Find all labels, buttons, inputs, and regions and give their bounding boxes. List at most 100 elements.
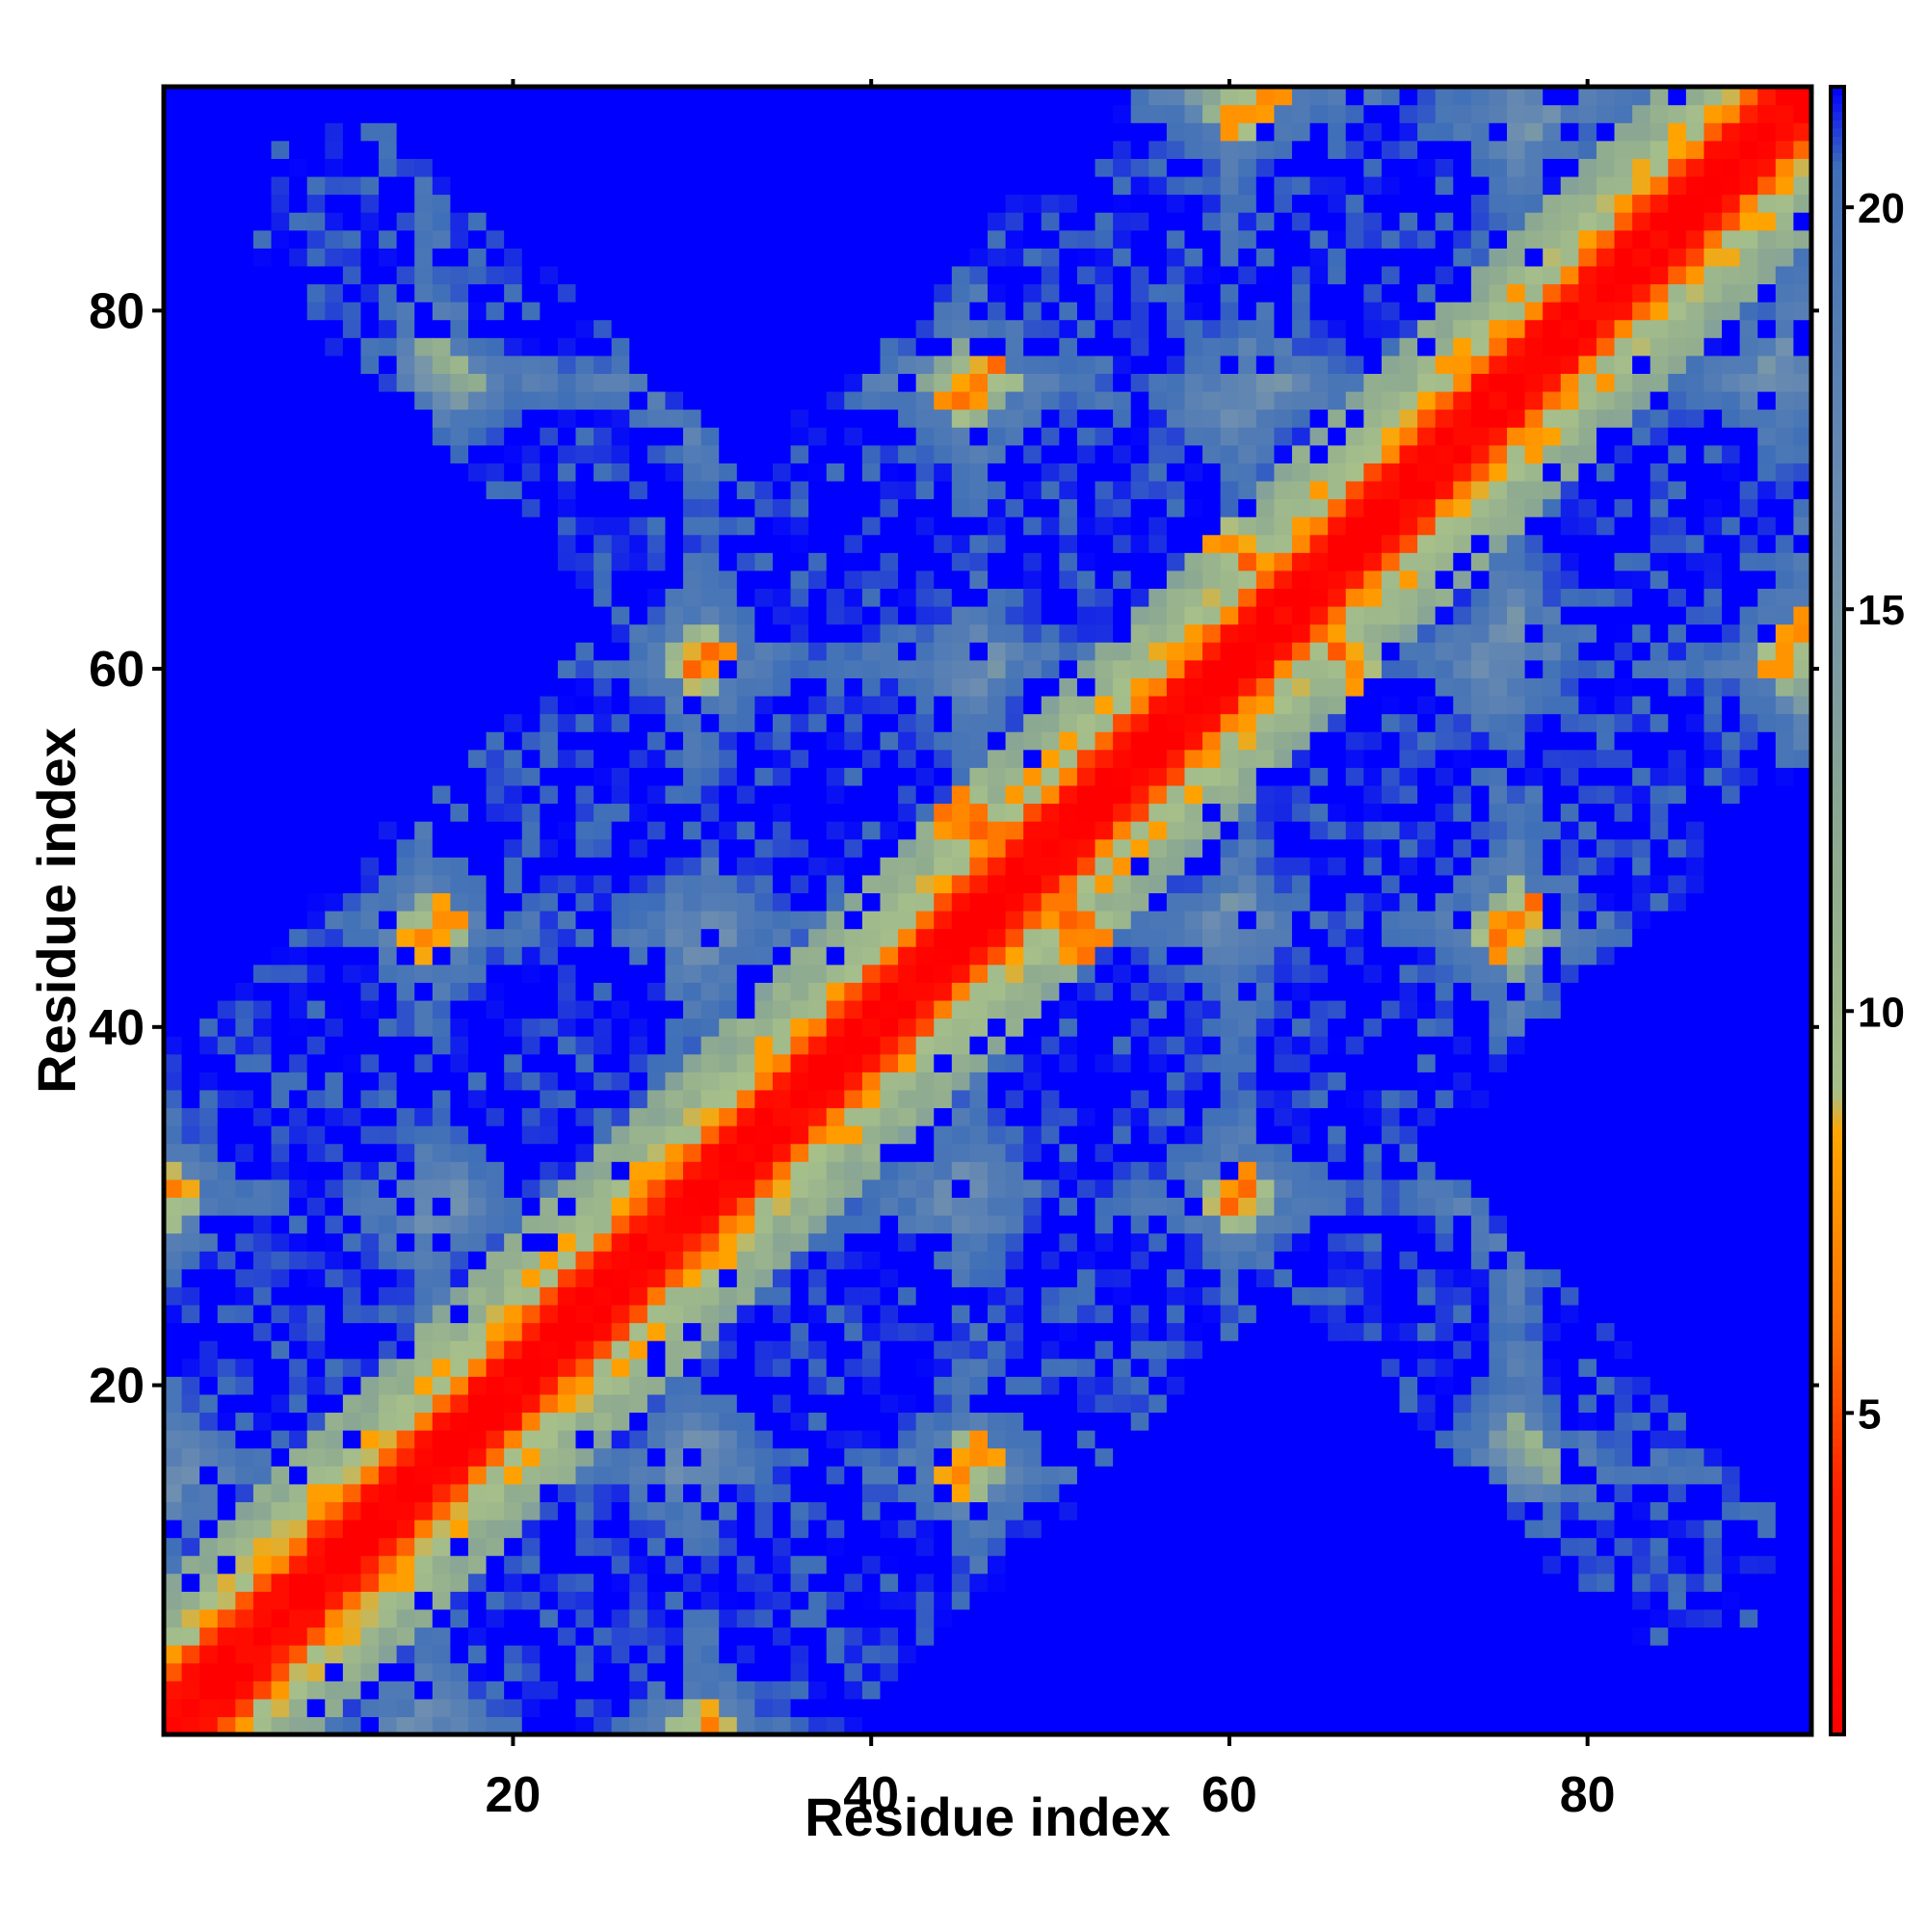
heatmap-cell <box>342 463 362 482</box>
heatmap-cell <box>1113 1591 1132 1610</box>
heatmap-cell <box>379 588 398 607</box>
heatmap-cell <box>396 480 415 500</box>
heatmap-cell <box>432 1161 451 1180</box>
heatmap-cell <box>575 355 594 374</box>
heatmap-cell <box>880 784 899 805</box>
heatmap-cell <box>164 874 183 894</box>
heatmap-cell <box>181 911 200 930</box>
heatmap-cell <box>736 1268 755 1287</box>
heatmap-cell <box>1059 1232 1078 1252</box>
heatmap-cell <box>988 1053 1007 1072</box>
heatmap-cell <box>861 1358 882 1377</box>
heatmap-cell <box>540 516 559 536</box>
heatmap-cell <box>647 1698 667 1718</box>
heatmap-cell <box>700 767 720 786</box>
heatmap-cell <box>164 427 183 446</box>
heatmap-cell <box>360 265 380 285</box>
heatmap-cell <box>754 1393 774 1414</box>
heatmap-cell <box>915 642 935 661</box>
heatmap-cell <box>325 1537 344 1556</box>
heatmap-cell <box>467 1447 488 1467</box>
heatmap-cell <box>379 409 398 428</box>
heatmap-cell <box>235 1447 254 1467</box>
heatmap-cell <box>199 319 219 338</box>
heatmap-cell <box>647 1251 667 1270</box>
heatmap-cell <box>181 713 200 732</box>
heatmap-cell <box>772 1286 792 1306</box>
heatmap-cell <box>988 1662 1007 1681</box>
heatmap-cell <box>557 964 577 983</box>
heatmap-cell <box>1059 1555 1078 1575</box>
heatmap-cell <box>988 140 1007 159</box>
heatmap-cell <box>306 677 326 697</box>
heatmap-cell <box>1041 409 1060 428</box>
heatmap-cell <box>719 1716 738 1735</box>
heatmap-cell <box>396 1466 415 1485</box>
heatmap-cell <box>898 104 917 123</box>
heatmap-cell <box>1041 534 1060 553</box>
heatmap-cell <box>306 1573 326 1592</box>
heatmap-cell <box>934 1376 953 1395</box>
heatmap-cell <box>504 1555 523 1575</box>
heatmap-cell <box>1041 964 1060 983</box>
heatmap-cell <box>467 534 488 553</box>
heatmap-cell <box>719 319 738 338</box>
heatmap-cell <box>665 140 684 159</box>
heatmap-cell <box>325 1214 344 1234</box>
heatmap-cell <box>379 1681 398 1700</box>
heatmap-cell <box>325 1376 344 1395</box>
heatmap-cell <box>808 229 828 249</box>
heatmap-cell <box>379 874 398 894</box>
heatmap-cell <box>719 463 738 482</box>
heatmap-cell <box>898 821 917 840</box>
heatmap-cell <box>181 1591 200 1610</box>
heatmap-cell <box>235 982 254 1001</box>
heatmap-cell <box>934 212 953 231</box>
heatmap-cell <box>988 390 1007 410</box>
heatmap-cell <box>683 87 702 106</box>
heatmap-cell <box>521 803 541 822</box>
heatmap-cell <box>915 1698 935 1718</box>
heatmap-cell <box>271 248 290 267</box>
heatmap-cell <box>306 1627 326 1646</box>
heatmap-cell <box>1005 1089 1024 1109</box>
heatmap-cell <box>306 1608 326 1628</box>
heatmap-cell <box>647 1072 667 1091</box>
heatmap-cell <box>754 1608 774 1628</box>
heatmap-cell <box>1005 1214 1024 1234</box>
heatmap-cell <box>1095 552 1114 571</box>
heatmap-cell <box>934 964 953 983</box>
heatmap-cell <box>217 104 236 123</box>
heatmap-cell <box>235 1214 254 1234</box>
heatmap-cell <box>969 1698 989 1718</box>
heatmap-cell <box>1095 1662 1114 1681</box>
heatmap-cell <box>861 569 882 590</box>
heatmap-cell <box>1059 982 1078 1001</box>
heatmap-cell <box>700 1645 720 1664</box>
heatmap-cell <box>826 659 845 678</box>
heatmap-cell <box>988 569 1007 590</box>
heatmap-cell <box>951 1573 971 1592</box>
heatmap-cell <box>504 1304 523 1324</box>
heatmap-cell <box>861 1501 882 1521</box>
heatmap-cell <box>594 194 613 213</box>
heatmap-cell <box>790 1430 809 1449</box>
heatmap-cell <box>360 1608 380 1628</box>
heatmap-cell <box>467 1716 488 1735</box>
heatmap-cell <box>1059 302 1078 321</box>
heatmap-cell <box>306 194 326 213</box>
heatmap-cell <box>736 1143 755 1162</box>
heatmap-cell <box>736 1412 755 1431</box>
heatmap-cell <box>844 1537 863 1556</box>
heatmap-cell <box>1041 498 1060 517</box>
heatmap-cell <box>379 1036 398 1055</box>
heatmap-cell <box>683 175 702 196</box>
heatmap-cell <box>521 911 541 930</box>
heatmap-cell <box>700 911 720 930</box>
heatmap-cell <box>450 606 469 625</box>
heatmap-cell <box>988 212 1007 231</box>
heatmap-cell <box>665 821 684 840</box>
heatmap-cell <box>915 1681 935 1700</box>
heatmap-cell <box>342 946 362 966</box>
heatmap-cell <box>826 1393 845 1414</box>
